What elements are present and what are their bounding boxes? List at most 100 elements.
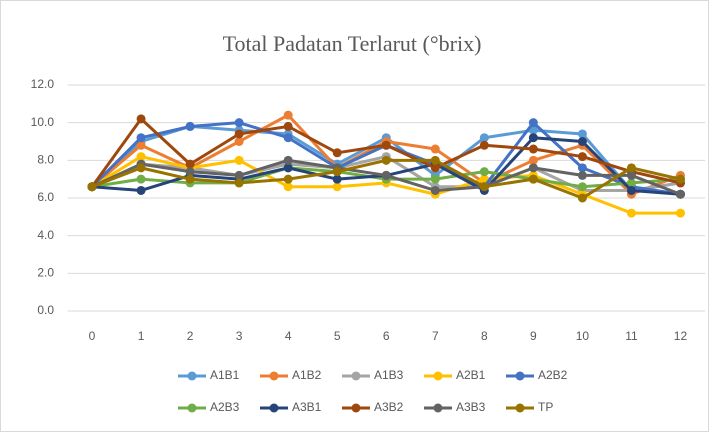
legend-label: A2B2 <box>538 368 568 382</box>
y-tick-label: 2.0 <box>37 266 54 280</box>
data-point <box>577 129 587 139</box>
data-point <box>675 208 685 218</box>
data-point <box>234 137 244 146</box>
data-point <box>528 174 538 184</box>
x-tick-label: 7 <box>432 329 439 343</box>
data-point <box>283 121 293 131</box>
data-point <box>185 167 195 177</box>
data-point <box>136 133 146 143</box>
legend-label: A1B2 <box>292 368 322 382</box>
data-point <box>234 170 244 180</box>
data-point <box>136 114 146 124</box>
data-point <box>234 118 244 128</box>
legend-label: A3B1 <box>292 400 322 414</box>
legend-swatch-marker <box>433 403 443 413</box>
x-tick-label: 10 <box>576 329 590 343</box>
data-point <box>381 140 391 150</box>
data-point <box>528 133 538 143</box>
data-point <box>626 163 636 173</box>
data-point <box>626 178 636 188</box>
data-point <box>430 185 440 195</box>
x-tick-label: 5 <box>334 329 341 343</box>
x-tick-label: 6 <box>383 329 390 343</box>
data-point <box>283 163 293 173</box>
legend-swatch-marker <box>351 403 361 413</box>
chart-title: Total Padatan Terlarut (°brix) <box>223 31 482 56</box>
data-point <box>479 182 489 192</box>
data-point <box>430 144 440 154</box>
legend-label: A1B3 <box>374 368 404 382</box>
data-point <box>430 163 440 173</box>
x-tick-label: 4 <box>285 329 292 343</box>
x-tick-label: 8 <box>481 329 488 343</box>
y-tick-label: 4.0 <box>37 228 54 242</box>
data-point <box>283 133 293 143</box>
data-point <box>283 174 293 184</box>
legend-label: A3B3 <box>456 400 486 414</box>
y-tick-label: 6.0 <box>37 190 54 204</box>
x-tick-label: 2 <box>187 329 194 343</box>
x-tick-label: 3 <box>236 329 243 343</box>
y-tick-label: 8.0 <box>37 153 54 167</box>
legend-swatch-marker <box>433 371 443 381</box>
y-tick-label: 10.0 <box>31 115 55 129</box>
data-point <box>332 148 342 158</box>
data-point <box>577 152 587 162</box>
x-tick-label: 11 <box>625 329 638 343</box>
data-point <box>528 118 538 128</box>
data-point <box>234 155 244 165</box>
data-point <box>479 167 489 177</box>
legend-swatch-marker <box>187 371 197 381</box>
data-point <box>430 155 440 165</box>
data-point <box>577 182 587 192</box>
x-tick-label: 1 <box>138 329 145 343</box>
data-point <box>626 170 636 180</box>
legend-label: A2B3 <box>210 400 240 414</box>
data-point <box>528 163 538 173</box>
data-point <box>577 137 587 146</box>
y-tick-label: 12.0 <box>31 77 55 91</box>
data-point <box>283 110 293 120</box>
data-point <box>332 167 342 177</box>
data-point <box>185 159 195 169</box>
legend-label: TP <box>538 400 553 414</box>
x-tick-label: 9 <box>530 329 537 343</box>
data-point <box>136 152 146 162</box>
data-point <box>136 185 146 195</box>
data-point <box>332 182 342 192</box>
data-point <box>528 144 538 154</box>
data-point <box>626 185 636 195</box>
legend-swatch-marker <box>515 371 525 381</box>
data-point <box>675 189 685 199</box>
data-point <box>577 163 587 173</box>
legend-label: A1B1 <box>210 368 240 382</box>
data-point <box>381 170 391 180</box>
data-point <box>234 178 244 188</box>
data-point <box>87 182 97 192</box>
data-point <box>430 174 440 184</box>
data-point <box>283 182 293 192</box>
data-point <box>185 174 195 184</box>
data-point <box>479 133 489 143</box>
x-tick-label: 0 <box>89 329 96 343</box>
data-point <box>136 174 146 184</box>
data-point <box>136 163 146 173</box>
data-point <box>283 155 293 165</box>
legend-swatch-marker <box>269 403 279 413</box>
data-point <box>136 140 146 150</box>
legend-swatch-marker <box>515 403 525 413</box>
legend-swatch-marker <box>269 371 279 381</box>
data-point <box>577 170 587 180</box>
data-point <box>626 208 636 218</box>
legend-swatch-marker <box>351 371 361 381</box>
data-point <box>675 174 685 184</box>
y-tick-label: 0.0 <box>37 303 54 317</box>
data-point <box>185 121 195 131</box>
data-point <box>528 155 538 165</box>
data-point <box>479 140 489 150</box>
legend-swatch-marker <box>187 403 197 413</box>
legend-label: A2B1 <box>456 368 486 382</box>
data-point <box>577 193 587 203</box>
